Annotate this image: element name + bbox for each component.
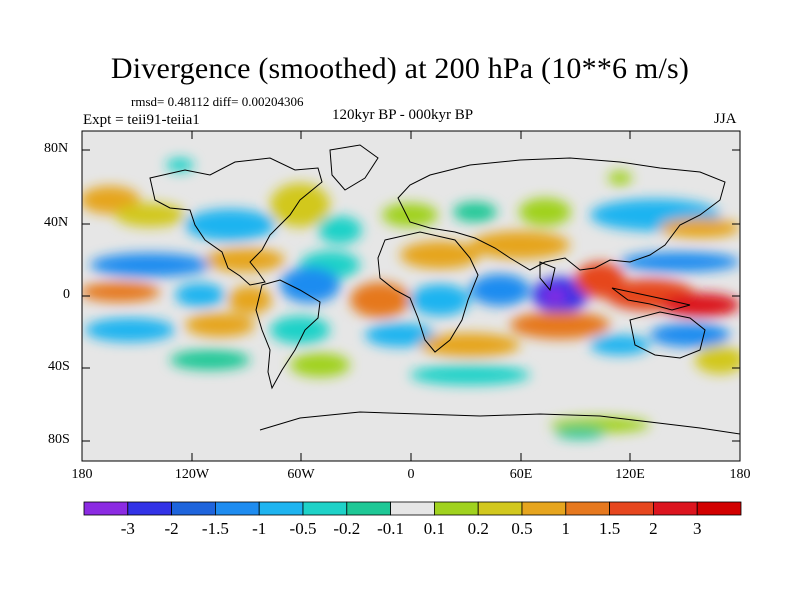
colorbar-tick-label: 0.5 xyxy=(511,519,533,538)
colorbar-swatch xyxy=(696,501,742,516)
divergence-patch xyxy=(185,209,275,241)
divergence-patch xyxy=(650,323,730,347)
divergence-patch xyxy=(205,248,285,272)
colorbar-swatch xyxy=(258,501,304,516)
experiment-label: Expt = teii91-teiia1 xyxy=(83,112,200,128)
colorbar-tick-label: 0.1 xyxy=(423,519,446,538)
divergence-patch xyxy=(228,286,272,314)
colorbar-swatch xyxy=(521,501,567,516)
colorbar-tick-label: 0.2 xyxy=(467,519,489,538)
lon-label-180e: 180 xyxy=(729,467,751,482)
colorbar-swatch xyxy=(83,501,129,516)
divergence-patch xyxy=(555,427,605,439)
coastline-maritime-continent xyxy=(611,287,691,311)
colorbar-swatch xyxy=(433,501,479,516)
divergence-patch xyxy=(175,283,225,307)
coastline-north-america xyxy=(149,157,323,286)
divergence-patch xyxy=(185,313,255,337)
colorbar-tick-label: -0.1 xyxy=(377,519,405,538)
colorbar-tick-label: 1.5 xyxy=(598,519,621,538)
coastline-greenland xyxy=(329,144,379,191)
divergence-patch xyxy=(400,241,480,269)
colorbar-tick-label: -0.2 xyxy=(333,519,361,538)
divergence-patch xyxy=(115,203,185,227)
rmsd-diff-stats: rmsd= 0.48112 diff= 0.00204306 xyxy=(131,94,304,109)
colorbar-tick-label: 1 xyxy=(561,519,571,538)
divergence-patch xyxy=(85,318,175,342)
divergence-patch xyxy=(660,218,740,238)
colorbar-tick-label: -1 xyxy=(252,519,267,538)
lon-label-120e: 120E xyxy=(615,467,645,482)
colorbar-swatch xyxy=(609,501,654,516)
divergence-patch xyxy=(470,231,570,259)
lat-label-80s: 80S xyxy=(48,432,70,447)
colorbar-swatch xyxy=(302,501,348,516)
colorbar-swatch xyxy=(477,501,523,516)
divergence-patch xyxy=(290,353,350,377)
colorbar-swatch xyxy=(171,501,216,516)
divergence-patch xyxy=(270,183,330,227)
colorbar-swatch xyxy=(346,501,391,516)
divergence-patch xyxy=(470,274,530,306)
coastline-australia xyxy=(629,311,706,359)
lon-label-60w: 60W xyxy=(287,467,315,482)
season-label: JJA xyxy=(714,111,737,127)
colorbar-tick-label: -1.5 xyxy=(201,519,229,538)
axis-ticks xyxy=(82,131,740,461)
divergence-patch xyxy=(318,216,362,244)
divergence-patch xyxy=(382,203,438,227)
coastline-indian-peninsula xyxy=(539,261,556,292)
colorbar-swatch xyxy=(565,501,610,516)
divergence-patch xyxy=(620,252,740,272)
divergence-patch xyxy=(453,202,497,222)
divergence-patch xyxy=(82,282,160,302)
colorbar xyxy=(83,501,742,516)
divergence-patch xyxy=(365,323,435,347)
colorbar-swatch xyxy=(653,501,698,516)
coastline-africa xyxy=(377,231,479,353)
coastlines xyxy=(149,144,740,435)
divergence-patch xyxy=(410,284,470,316)
lon-label-120w: 120W xyxy=(174,467,210,482)
coastline-eurasia xyxy=(397,157,726,271)
divergence-patch xyxy=(695,346,740,374)
lat-label-40n: 40N xyxy=(44,215,69,230)
colorbar-tick-label: -3 xyxy=(120,519,135,538)
coastline-antarctica xyxy=(259,411,740,435)
colorbar-tick-label: -0.5 xyxy=(289,519,317,538)
colorbar-swatch xyxy=(127,501,173,516)
period-label: 120kyr BP - 000kyr BP xyxy=(332,107,474,123)
divergence-patch xyxy=(660,293,740,317)
coastline-south-america xyxy=(255,279,321,390)
colorbar-tick-label: 2 xyxy=(649,519,658,538)
divergence-patch xyxy=(420,333,520,357)
divergence-field xyxy=(82,131,740,461)
divergence-patch xyxy=(166,158,194,172)
colorbar-swatch xyxy=(214,501,260,516)
divergence-patch xyxy=(543,289,567,303)
divergence-patch xyxy=(590,335,650,355)
divergence-patch xyxy=(270,316,330,344)
colorbar-tick-label: 3 xyxy=(692,519,702,538)
lon-label-180w: 180 xyxy=(71,467,93,482)
map-title: Divergence (smoothed) at 200 hPa (10**6 … xyxy=(110,52,690,85)
lon-label-60e: 60E xyxy=(509,467,533,482)
divergence-patch xyxy=(170,350,250,370)
divergence-patch xyxy=(410,365,530,385)
lat-label-0: 0 xyxy=(63,287,70,302)
lat-label-80n: 80N xyxy=(44,141,69,156)
lat-label-40s: 40S xyxy=(48,359,70,374)
colorbar-tick-label: -2 xyxy=(164,519,179,538)
divergence-patch xyxy=(608,171,632,185)
lon-label-0: 0 xyxy=(407,467,415,482)
divergence-patch xyxy=(90,253,210,277)
divergence-patch xyxy=(350,282,410,318)
divergence-patch xyxy=(519,198,571,226)
divergence-patch xyxy=(510,311,610,339)
colorbar-swatch xyxy=(390,501,435,516)
divergence-patch xyxy=(280,267,340,303)
